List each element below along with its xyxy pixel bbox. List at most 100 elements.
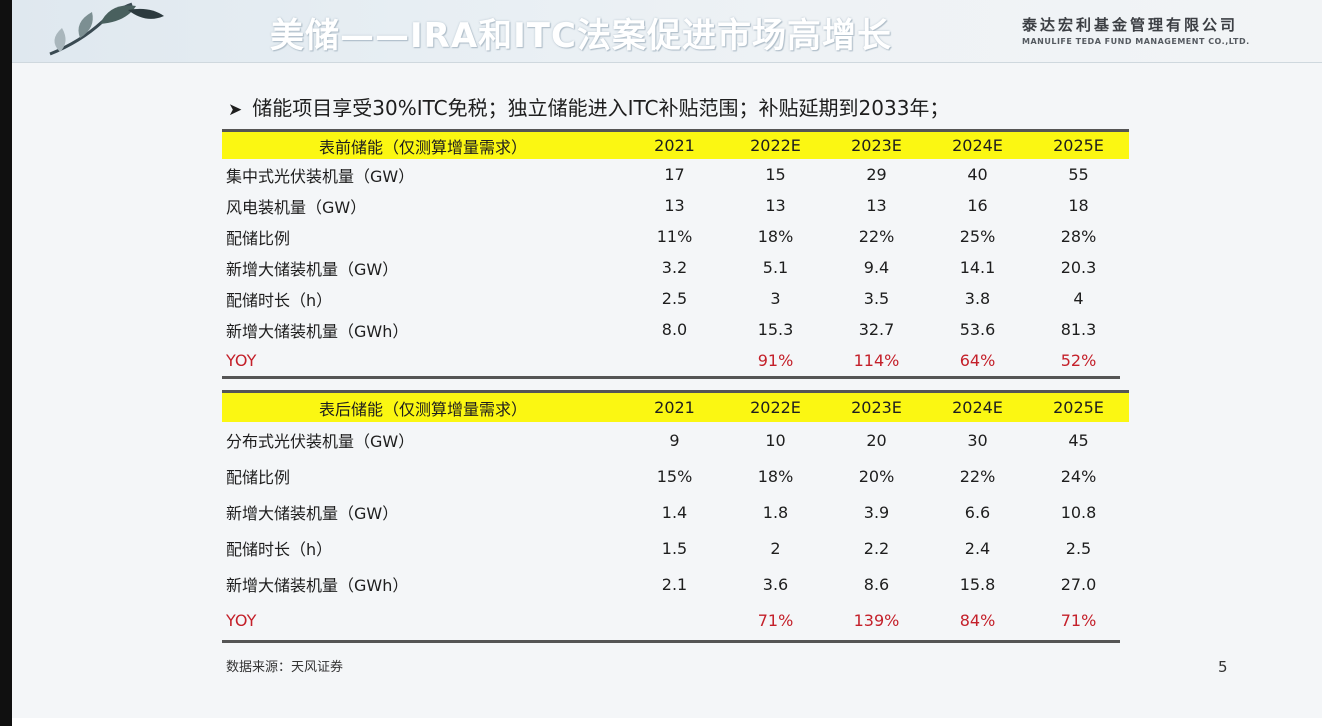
table-cell: 22% (858, 227, 895, 246)
table-cell: 15.3 (757, 320, 794, 339)
slide: 美储——IRA和ITC法案促进市场高增长 泰达宏利基金管理有限公司 MANULI… (12, 0, 1322, 718)
table-cell: 11% (656, 227, 693, 246)
table-cell: 3 (770, 289, 781, 308)
table-cell: 15.8 (959, 574, 996, 594)
row-label: YOY (226, 610, 257, 630)
table-cell: 10 (765, 430, 786, 450)
table-cell: 5.1 (762, 258, 789, 277)
table-cell: 2.5 (1065, 538, 1092, 558)
table-cell: 40 (967, 165, 988, 184)
row-label: YOY (226, 351, 257, 370)
table-header-cell: 表后储能（仅测算增量需求） (222, 391, 624, 422)
bullet-text: 储能项目享受30%ITC免税；独立储能进入ITC补贴范围；补贴延期到2033年； (252, 96, 950, 120)
table-cell: 71% (757, 610, 794, 630)
table-cell: 15 (765, 165, 786, 184)
bullet-point: ➤ 储能项目享受30%ITC免税；独立储能进入ITC补贴范围；补贴延期到2033年… (228, 92, 949, 121)
table-cell: 17 (664, 165, 685, 184)
behind-the-meter-table: 表后储能（仅测算增量需求） 2021 2022E 2023E 2024E 202… (222, 390, 1129, 638)
table-cell: 91% (757, 351, 794, 370)
table-cell: 3.8 (964, 289, 991, 308)
table-header-cell: 表前储能（仅测算增量需求） (222, 130, 624, 159)
row-label: 集中式光伏装机量（GW） (226, 166, 415, 186)
table-cell: 14.1 (959, 258, 996, 277)
page-number: 5 (1218, 658, 1228, 676)
table-cell: 9 (669, 430, 680, 450)
row-label: 配储时长（h） (226, 290, 333, 310)
table-row: 集中式光伏装机量（GW） 17 15 29 40 55 (222, 159, 1129, 190)
table-row: 配储比例 11% 18% 22% 25% 28% (222, 221, 1129, 252)
table-row: 分布式光伏装机量（GW） 9 10 20 30 45 (222, 422, 1129, 458)
table-header-cell: 2024E (927, 391, 1028, 422)
left-edge-bar (0, 0, 12, 726)
table-row: 新增大储装机量（GWh） 8.0 15.3 32.7 53.6 81.3 (222, 314, 1129, 345)
table-row: 配储时长（h） 2.5 3 3.5 3.8 4 (222, 283, 1129, 314)
table-cell: 13 (664, 196, 685, 215)
company-name-en: MANULIFE TEDA FUND MANAGEMENT CO.,LTD. (1022, 37, 1250, 46)
leaf-logo-icon (49, 2, 164, 56)
table-cell: 10.8 (1060, 502, 1097, 522)
table-cell: 20 (866, 430, 887, 450)
table-cell: 28% (1060, 227, 1097, 246)
table-cell: 3.6 (762, 574, 789, 594)
table-cell: 2 (770, 538, 781, 558)
yoy-row: YOY 71% 139% 84% 71% (222, 602, 1129, 638)
bottom-edge (12, 718, 1332, 726)
table-cell: 18% (757, 227, 794, 246)
table-row: 风电装机量（GW） 13 13 13 16 18 (222, 190, 1129, 221)
table-cell: 30 (967, 430, 988, 450)
row-label: 新增大储装机量（GW） (226, 504, 399, 523)
table-cell (624, 345, 725, 376)
table-cell: 2.4 (964, 538, 991, 558)
slide-title: 美储——IRA和ITC法案促进市场高增长 (270, 16, 892, 56)
table-cell: 81.3 (1060, 320, 1097, 339)
table-cell: 53.6 (959, 320, 996, 339)
table-bottom-rule (222, 376, 1120, 379)
table-row: 配储比例 15% 18% 20% 22% 24% (222, 458, 1129, 494)
table-cell: 55 (1068, 165, 1089, 184)
table-cell: 13 (765, 196, 786, 215)
table-cell: 8.0 (661, 320, 688, 339)
table-cell: 22% (959, 466, 996, 486)
table-cell: 24% (1060, 466, 1097, 486)
row-label: 新增大储装机量（GWh） (226, 321, 409, 341)
table-header-cell: 2025E (1028, 391, 1129, 422)
table-cell: 139% (853, 610, 900, 630)
table-header-cell: 2025E (1028, 130, 1129, 159)
table-cell: 27.0 (1060, 574, 1097, 594)
table-cell: 3.5 (863, 289, 890, 308)
table-cell: 16 (967, 196, 988, 215)
table-cell: 8.6 (863, 574, 890, 594)
row-label: 配储比例 (226, 228, 291, 248)
table-header-row: 表前储能（仅测算增量需求） 2021 2022E 2023E 2024E 202… (222, 130, 1129, 159)
table-header-row: 表后储能（仅测算增量需求） 2021 2022E 2023E 2024E 202… (222, 391, 1129, 422)
table-cell: 15% (656, 466, 693, 486)
table-cell: 2.2 (863, 538, 890, 558)
row-label: 配储比例 (226, 468, 291, 487)
table-cell: 9.4 (863, 258, 890, 277)
slide-header: 美储——IRA和ITC法案促进市场高增长 泰达宏利基金管理有限公司 MANULI… (12, 0, 1322, 63)
table-cell: 20% (858, 466, 895, 486)
table-cell: 13 (866, 196, 887, 215)
company-name-cn: 泰达宏利基金管理有限公司 (1022, 16, 1239, 34)
table-cell: 1.8 (762, 502, 789, 522)
table-row: 配储时长（h） 1.5 2 2.2 2.4 2.5 (222, 530, 1129, 566)
table-cell: 3.9 (863, 502, 890, 522)
row-label: 新增大储装机量（GWh） (226, 576, 409, 595)
table-header-cell: 2021 (624, 391, 725, 422)
table-header-cell: 2023E (826, 130, 927, 159)
table-cell: 20.3 (1060, 258, 1097, 277)
table-cell: 2.5 (661, 289, 688, 308)
table-cell: 71% (1060, 610, 1097, 630)
table-cell: 6.6 (964, 502, 991, 522)
row-label: 配储时长（h） (226, 540, 333, 559)
table-cell: 4 (1073, 289, 1084, 308)
table-cell: 1.4 (661, 502, 688, 522)
table-cell: 3.2 (661, 258, 688, 277)
table-header-cell: 2023E (826, 391, 927, 422)
table-cell: 18% (757, 466, 794, 486)
table-cell: 32.7 (858, 320, 895, 339)
row-label: 分布式光伏装机量（GW） (226, 432, 415, 451)
table-bottom-rule (222, 640, 1120, 643)
table-cell: 114% (853, 351, 900, 370)
table-cell (624, 602, 725, 638)
